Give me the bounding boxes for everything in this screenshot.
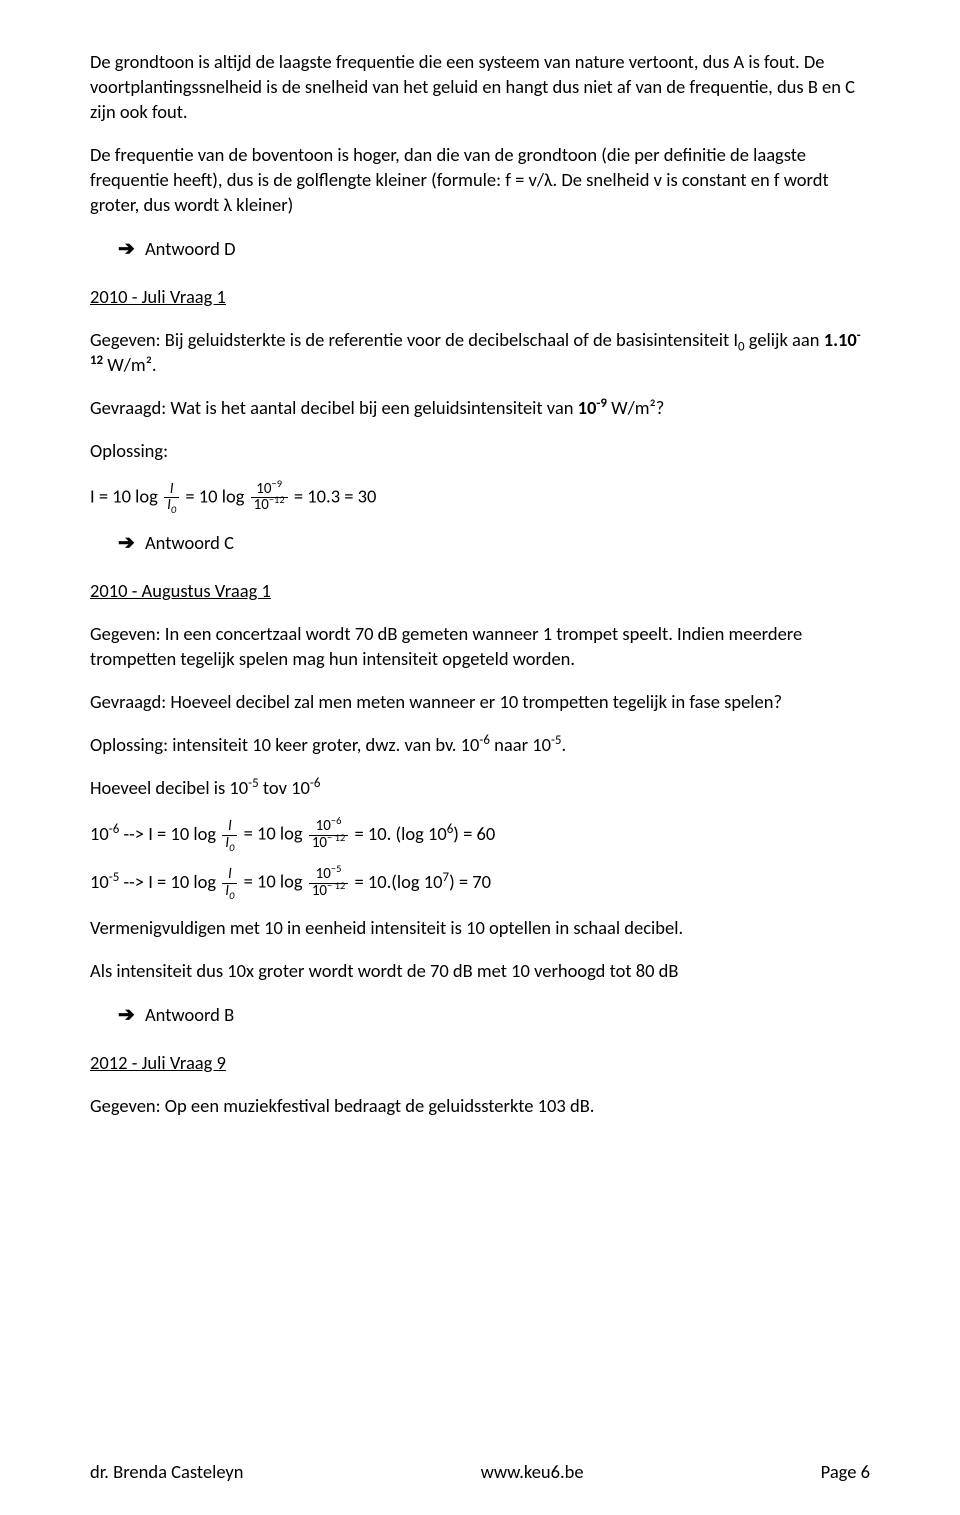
answer-line: ➔ Antwoord B bbox=[118, 1002, 870, 1029]
fraction: I I0 bbox=[222, 819, 237, 852]
paragraph: Als intensiteit dus 10x groter wordt wor… bbox=[90, 959, 870, 984]
document-page: De grondtoon is altijd de laagste freque… bbox=[0, 0, 960, 1515]
denominator: I0 bbox=[225, 834, 234, 852]
text: = 10 log bbox=[244, 870, 307, 893]
answer-text: Antwoord D bbox=[145, 237, 236, 260]
denominator: I0 bbox=[225, 882, 234, 900]
answer-line: ➔ Antwoord C bbox=[118, 530, 870, 557]
text: I = 10 log bbox=[90, 484, 162, 507]
text: W/m². bbox=[103, 353, 156, 376]
fraction: I I0 bbox=[164, 482, 179, 515]
formula: 10-5 --> I = 10 log I I0 = 10 log 10−5 1… bbox=[90, 867, 870, 900]
formula: I = 10 log I I0 = 10 log 10−9 10−12 = 10… bbox=[90, 482, 870, 515]
footer-author: dr. Brenda Casteleyn bbox=[90, 1460, 244, 1485]
text: W/m²? bbox=[607, 396, 664, 419]
bold-text: 1.10 bbox=[824, 328, 857, 351]
paragraph: Gevraagd: Hoeveel decibel zal men meten … bbox=[90, 690, 870, 715]
arrow-icon: ➔ bbox=[118, 237, 135, 261]
footer-url: www.keu6.be bbox=[481, 1460, 584, 1485]
paragraph: Gevraagd: Wat is het aantal decibel bij … bbox=[90, 396, 870, 421]
answer-line: ➔ Antwoord D bbox=[118, 236, 870, 263]
formula: 10-6 --> I = 10 log I I0 = 10 log 10−6 1… bbox=[90, 819, 870, 852]
section-heading: 2010 - Augustus Vraag 1 bbox=[90, 579, 870, 604]
text: 10-5 --> I = 10 log bbox=[90, 870, 220, 893]
denominator: 10−12 bbox=[251, 498, 288, 514]
answer-text: Antwoord C bbox=[145, 531, 234, 554]
text: Gevraagd: Wat is het aantal decibel bij … bbox=[90, 396, 578, 419]
arrow-icon: ➔ bbox=[118, 531, 135, 555]
answer-text: Antwoord B bbox=[145, 1003, 234, 1026]
superscript: -5 bbox=[551, 733, 562, 748]
numerator: I bbox=[170, 480, 174, 498]
text: 10-6 --> I = 10 log bbox=[90, 822, 220, 845]
text: . bbox=[562, 733, 567, 756]
fraction: 10−6 10− 12 bbox=[309, 819, 348, 852]
superscript: -5 bbox=[248, 776, 259, 791]
fraction: 10−5 10− 12 bbox=[309, 867, 348, 900]
text: = 10.(log 107) = 70 bbox=[354, 870, 491, 893]
arrow-icon: ➔ bbox=[118, 1003, 135, 1027]
paragraph: Vermenigvuldigen met 10 in eenheid inten… bbox=[90, 916, 870, 941]
text: tov 10 bbox=[259, 776, 310, 799]
paragraph: De frequentie van de boventoon is hoger,… bbox=[90, 143, 870, 218]
numerator: I bbox=[228, 865, 232, 883]
text: naar 10 bbox=[490, 733, 551, 756]
page-footer: dr. Brenda Casteleyn www.keu6.be Page 6 bbox=[90, 1460, 870, 1485]
paragraph: Gegeven: Bij geluidsterkte is de referen… bbox=[90, 328, 870, 378]
superscript: -6 bbox=[310, 776, 321, 791]
denominator: 10− 12 bbox=[309, 884, 348, 900]
superscript: -9 bbox=[596, 396, 607, 411]
section-heading: 2012 - Juli Vraag 9 bbox=[90, 1051, 870, 1076]
denominator: I0 bbox=[167, 496, 176, 514]
superscript: -6 bbox=[479, 733, 490, 748]
fraction: 10−9 10−12 bbox=[251, 482, 288, 515]
fraction: I I0 bbox=[222, 867, 237, 900]
paragraph: Hoeveel decibel is 10-5 tov 10-6 bbox=[90, 776, 870, 801]
paragraph: De grondtoon is altijd de laagste freque… bbox=[90, 50, 870, 125]
text: Oplossing: intensiteit 10 keer groter, d… bbox=[90, 733, 479, 756]
text: Hoeveel decibel is 10 bbox=[90, 776, 248, 799]
paragraph: Gegeven: In een concertzaal wordt 70 dB … bbox=[90, 622, 870, 672]
section-heading: 2010 - Juli Vraag 1 bbox=[90, 285, 870, 310]
paragraph: Oplossing: bbox=[90, 439, 870, 464]
text: gelijk aan bbox=[745, 328, 824, 351]
footer-page-number: Page 6 bbox=[821, 1460, 870, 1485]
text: = 10. (log 106) = 60 bbox=[354, 822, 495, 845]
bold-text: 10 bbox=[578, 396, 597, 419]
text: = 10.3 = 30 bbox=[294, 484, 377, 507]
text: = 10 log bbox=[244, 822, 307, 845]
paragraph: Oplossing: intensiteit 10 keer groter, d… bbox=[90, 733, 870, 758]
text: = 10 log bbox=[185, 484, 248, 507]
text: Gegeven: Bij geluidsterkte is de referen… bbox=[90, 328, 738, 351]
denominator: 10− 12 bbox=[309, 836, 348, 852]
numerator: I bbox=[228, 817, 232, 835]
paragraph: Gegeven: Op een muziekfestival bedraagt … bbox=[90, 1094, 870, 1119]
